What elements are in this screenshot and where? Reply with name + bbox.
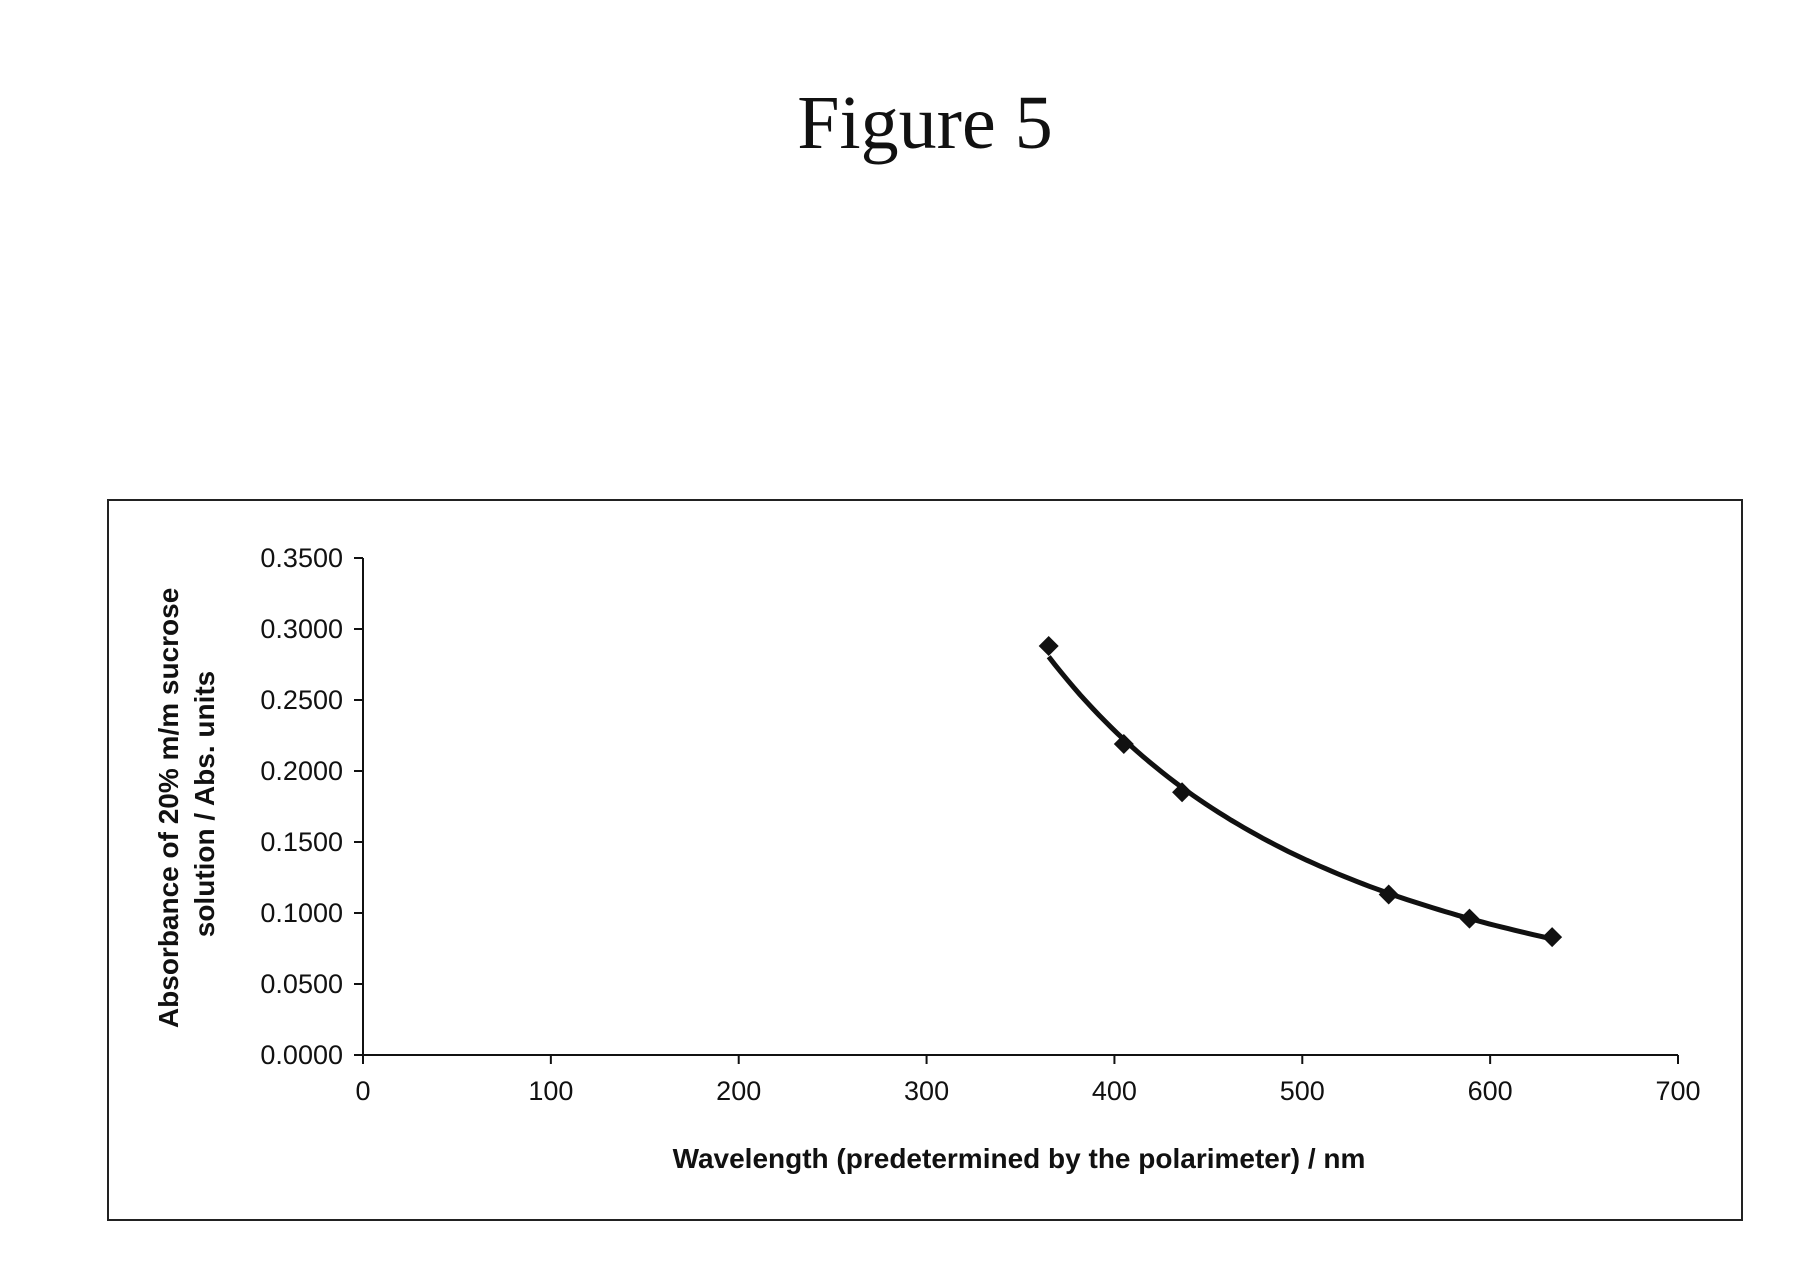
x-tick-label: 300 [904, 1076, 949, 1106]
trendline [1046, 655, 1553, 942]
chart-frame [107, 499, 1743, 1221]
x-tick-label: 600 [1468, 1076, 1513, 1106]
y-axis-title-line-2: solution / Abs. units [189, 671, 220, 938]
x-tick-label: 500 [1280, 1076, 1325, 1106]
data-point [1542, 927, 1563, 948]
x-tick-label: 100 [528, 1076, 573, 1106]
y-tick-label: 0.1500 [260, 827, 343, 857]
x-axis-title: Wavelength (predetermined by the polarim… [673, 1143, 1366, 1174]
x-tick-label: 400 [1092, 1076, 1137, 1106]
figure-title: Figure 5 [797, 81, 1053, 165]
y-tick-label: 0.0500 [260, 969, 343, 999]
y-axis-title: Absorbance of 20% m/m sucrose solution /… [153, 580, 220, 1028]
y-tick-label: 0.3500 [260, 543, 343, 573]
data-point [1038, 636, 1059, 657]
data-point [1459, 908, 1480, 929]
plot-area: 0 100 200 300 400 500 600 700 0.0000 0.0500 0.1000… [260, 543, 1700, 1106]
x-tick-label: 700 [1655, 1076, 1700, 1106]
y-tick-label: 0.1000 [260, 898, 343, 928]
y-axis-title-line-1: Absorbance of 20% m/m sucrose [153, 588, 184, 1028]
data-point [1172, 782, 1193, 803]
y-tick-label: 0.2000 [260, 756, 343, 786]
y-tick-label: 0.2500 [260, 685, 343, 715]
data-point [1113, 734, 1134, 755]
y-tick-label: 0.3000 [260, 614, 343, 644]
y-tick-label: 0.0000 [260, 1040, 343, 1070]
x-tick-label: 0 [355, 1076, 370, 1106]
x-tick-label: 200 [716, 1076, 761, 1106]
data-point [1378, 884, 1399, 905]
